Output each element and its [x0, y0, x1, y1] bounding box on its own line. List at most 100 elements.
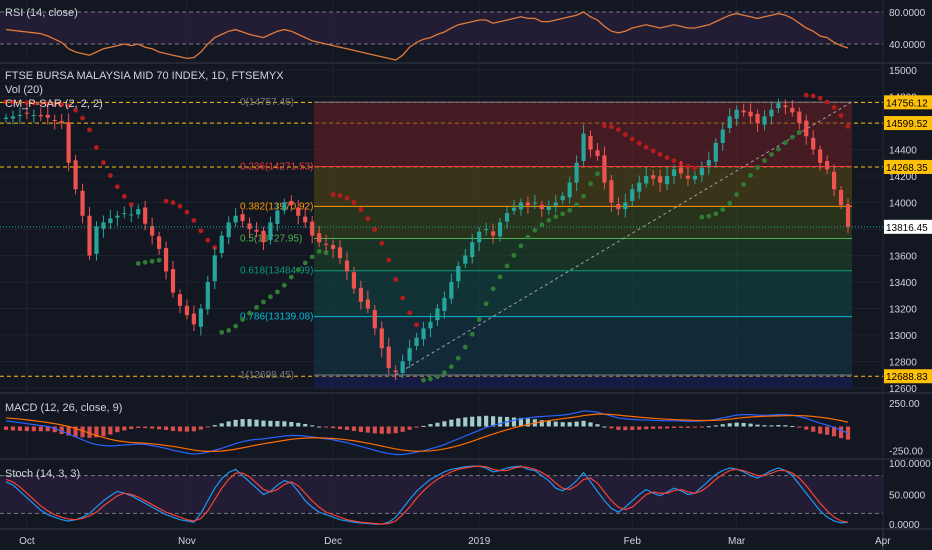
- sar-dot: [268, 294, 273, 300]
- candle-body: [115, 215, 120, 218]
- sar-dot: [789, 134, 795, 140]
- candle-body: [358, 287, 363, 302]
- sar-dot: [441, 370, 447, 376]
- sar-dot: [281, 282, 287, 288]
- macd-histogram-bar: [386, 426, 391, 434]
- price-tag-text: 14599.52: [886, 119, 928, 130]
- macd-histogram-bar: [623, 426, 628, 431]
- macd-histogram-bar: [372, 426, 377, 434]
- time-axis-tick: Apr: [875, 536, 891, 547]
- sar-dot: [400, 295, 406, 301]
- fib-label: 1(12698.45): [240, 370, 294, 381]
- sar-dot: [177, 203, 183, 209]
- macd-histogram-bar: [734, 422, 739, 427]
- candle-body: [706, 160, 711, 166]
- candle-body: [129, 214, 134, 216]
- sar-dot: [379, 240, 385, 246]
- sar-dot: [796, 129, 802, 135]
- price-tag-box: [884, 219, 932, 234]
- candle-body: [804, 120, 809, 137]
- sar-dot: [295, 267, 301, 273]
- macd-histogram-bar: [790, 426, 795, 428]
- price-axis-tick: 12800: [889, 358, 917, 369]
- sar-dot: [838, 113, 844, 118]
- candle-body: [553, 202, 558, 206]
- macd-histogram-bar: [491, 416, 496, 427]
- sar-dot: [706, 213, 712, 219]
- candle-body: [219, 235, 224, 254]
- price-tag-text: 12688.83: [886, 372, 928, 383]
- candle-body: [797, 111, 802, 123]
- sar-dot: [358, 207, 364, 212]
- price-tag-box: [884, 95, 932, 110]
- fib-label: 0.786(13139.08): [240, 312, 313, 323]
- macd-histogram-bar: [136, 426, 141, 428]
- fib-zone: [314, 316, 852, 375]
- macd-axis-tick: -250.00: [889, 446, 923, 457]
- candle-body: [386, 346, 391, 369]
- macd-histogram-bar: [379, 426, 384, 434]
- sar-dot: [824, 99, 830, 105]
- sar-dot: [170, 200, 176, 205]
- price-tag-text: 14756.12: [886, 98, 928, 109]
- macd-histogram-bar: [477, 416, 482, 427]
- stoch-axis-tick: 100.0000: [889, 459, 931, 470]
- sar-dot: [546, 217, 552, 223]
- sar-dot: [351, 200, 357, 205]
- sar-dot: [734, 192, 740, 197]
- candle-body: [177, 294, 183, 306]
- macd-histogram-bar: [449, 419, 454, 427]
- candle-body: [560, 195, 565, 201]
- time-axis-tick: 2019: [468, 536, 491, 547]
- candle-body: [317, 233, 322, 243]
- trendline[interactable]: [395, 101, 853, 376]
- macd-histogram-bar: [748, 423, 753, 427]
- macd-histogram-bar: [400, 426, 405, 432]
- price-axis-tick: 13400: [889, 278, 917, 289]
- candle-body: [157, 236, 162, 249]
- sar-dot: [45, 101, 51, 107]
- rsi-pane: 80.0000 40.0000: [0, 8, 926, 61]
- macd-histogram-bar: [177, 426, 183, 432]
- sar-dot: [247, 310, 252, 316]
- macd-histogram-bar: [393, 426, 398, 434]
- price-axis-tick: 13200: [889, 305, 917, 316]
- candle-body: [532, 202, 537, 204]
- macd-histogram-bar: [497, 416, 503, 427]
- macd-histogram-bar: [511, 417, 517, 427]
- sar-dot: [595, 171, 600, 177]
- macd-histogram-bar: [52, 426, 57, 433]
- candle-body: [122, 213, 127, 215]
- sar-dot: [483, 301, 489, 307]
- candle-body: [365, 299, 370, 309]
- sar-dot: [769, 152, 774, 157]
- price-tag-box: [884, 159, 932, 174]
- candle-body: [818, 149, 823, 163]
- time-axis[interactable]: OctNovDec2019FebMarAprMay: [19, 536, 932, 547]
- sar-dot: [497, 274, 503, 280]
- candle-body: [734, 109, 739, 119]
- candle-body: [831, 171, 837, 190]
- sar-dot: [671, 158, 677, 164]
- sar-dot: [615, 127, 621, 133]
- macd-histogram-bar: [428, 424, 433, 427]
- sar-dot: [504, 263, 510, 269]
- sar-dot: [393, 277, 399, 282]
- macd-histogram-bar: [671, 426, 677, 428]
- sar-dot: [198, 228, 204, 234]
- sar-dot: [261, 299, 266, 305]
- sar-dot: [414, 322, 419, 328]
- candle-body: [442, 297, 447, 311]
- macd-histogram-bar: [24, 426, 29, 432]
- sar-dot: [344, 195, 350, 201]
- sar-dot: [365, 216, 371, 222]
- fib-zone: [314, 206, 852, 239]
- candle-body: [463, 255, 468, 264]
- macd-histogram-bar: [282, 421, 287, 427]
- macd-histogram-bar: [150, 426, 155, 429]
- candle-body: [449, 282, 454, 299]
- stoch-axis-tick: 0.0000: [889, 520, 920, 531]
- sar-dot: [727, 200, 733, 206]
- sar-dot: [650, 148, 656, 154]
- candle-body: [477, 231, 482, 243]
